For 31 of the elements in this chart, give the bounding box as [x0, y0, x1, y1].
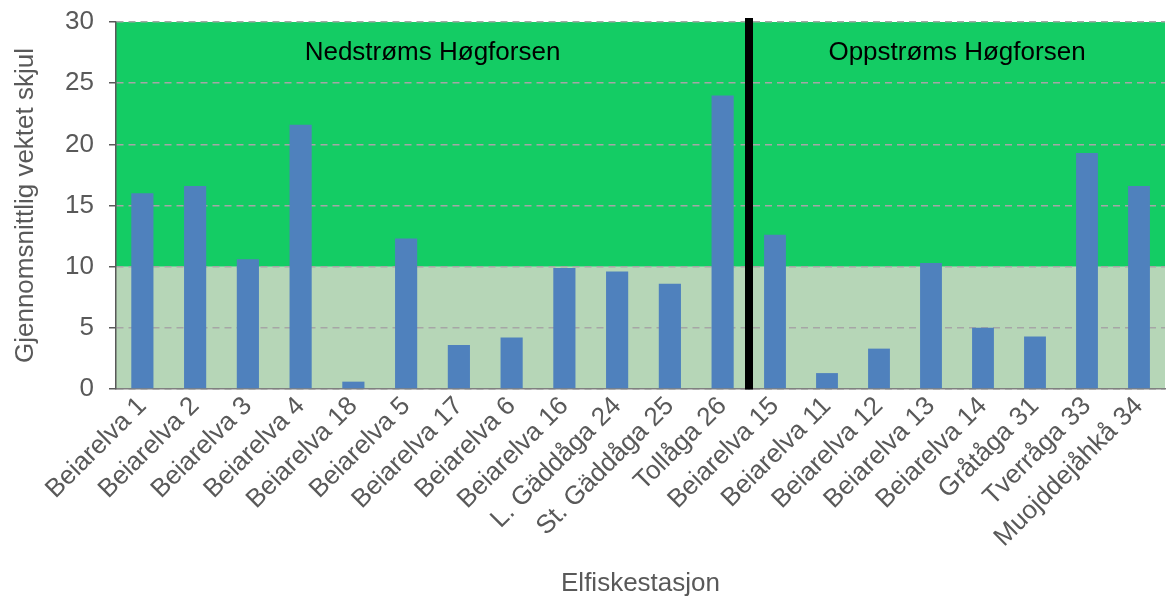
y-axis-title: Gjennomsnittlig vektet skjul [8, 47, 39, 364]
bar [184, 185, 207, 389]
bar [447, 344, 470, 389]
bar [764, 234, 786, 389]
bar [868, 348, 890, 389]
bar [342, 381, 365, 389]
bar [553, 267, 576, 389]
bar [606, 271, 629, 389]
bar [816, 373, 838, 389]
annotation: Nedstrøms Høgforsen [304, 36, 561, 67]
bar [131, 193, 154, 389]
y-tick-label: 5 [79, 311, 94, 342]
y-tick-label: 10 [65, 249, 94, 280]
bar [236, 259, 259, 389]
y-tick-label: 0 [79, 372, 94, 403]
bar [972, 327, 994, 389]
x-axis-title: Elfiskestasjon [561, 567, 720, 597]
bar [1024, 336, 1046, 389]
y-tick-label: 15 [65, 188, 94, 219]
bar [711, 95, 734, 389]
bar [500, 337, 523, 389]
bar [289, 124, 312, 389]
y-tick-label: 20 [65, 127, 94, 158]
bar [1076, 152, 1098, 389]
y-tick-label: 25 [65, 66, 94, 97]
bar [658, 283, 681, 389]
bar [1128, 185, 1150, 389]
bar [920, 263, 942, 389]
bar [395, 238, 418, 389]
annotation: Oppstrøms Høgforsen [828, 36, 1086, 67]
y-tick-label: 30 [65, 5, 94, 36]
